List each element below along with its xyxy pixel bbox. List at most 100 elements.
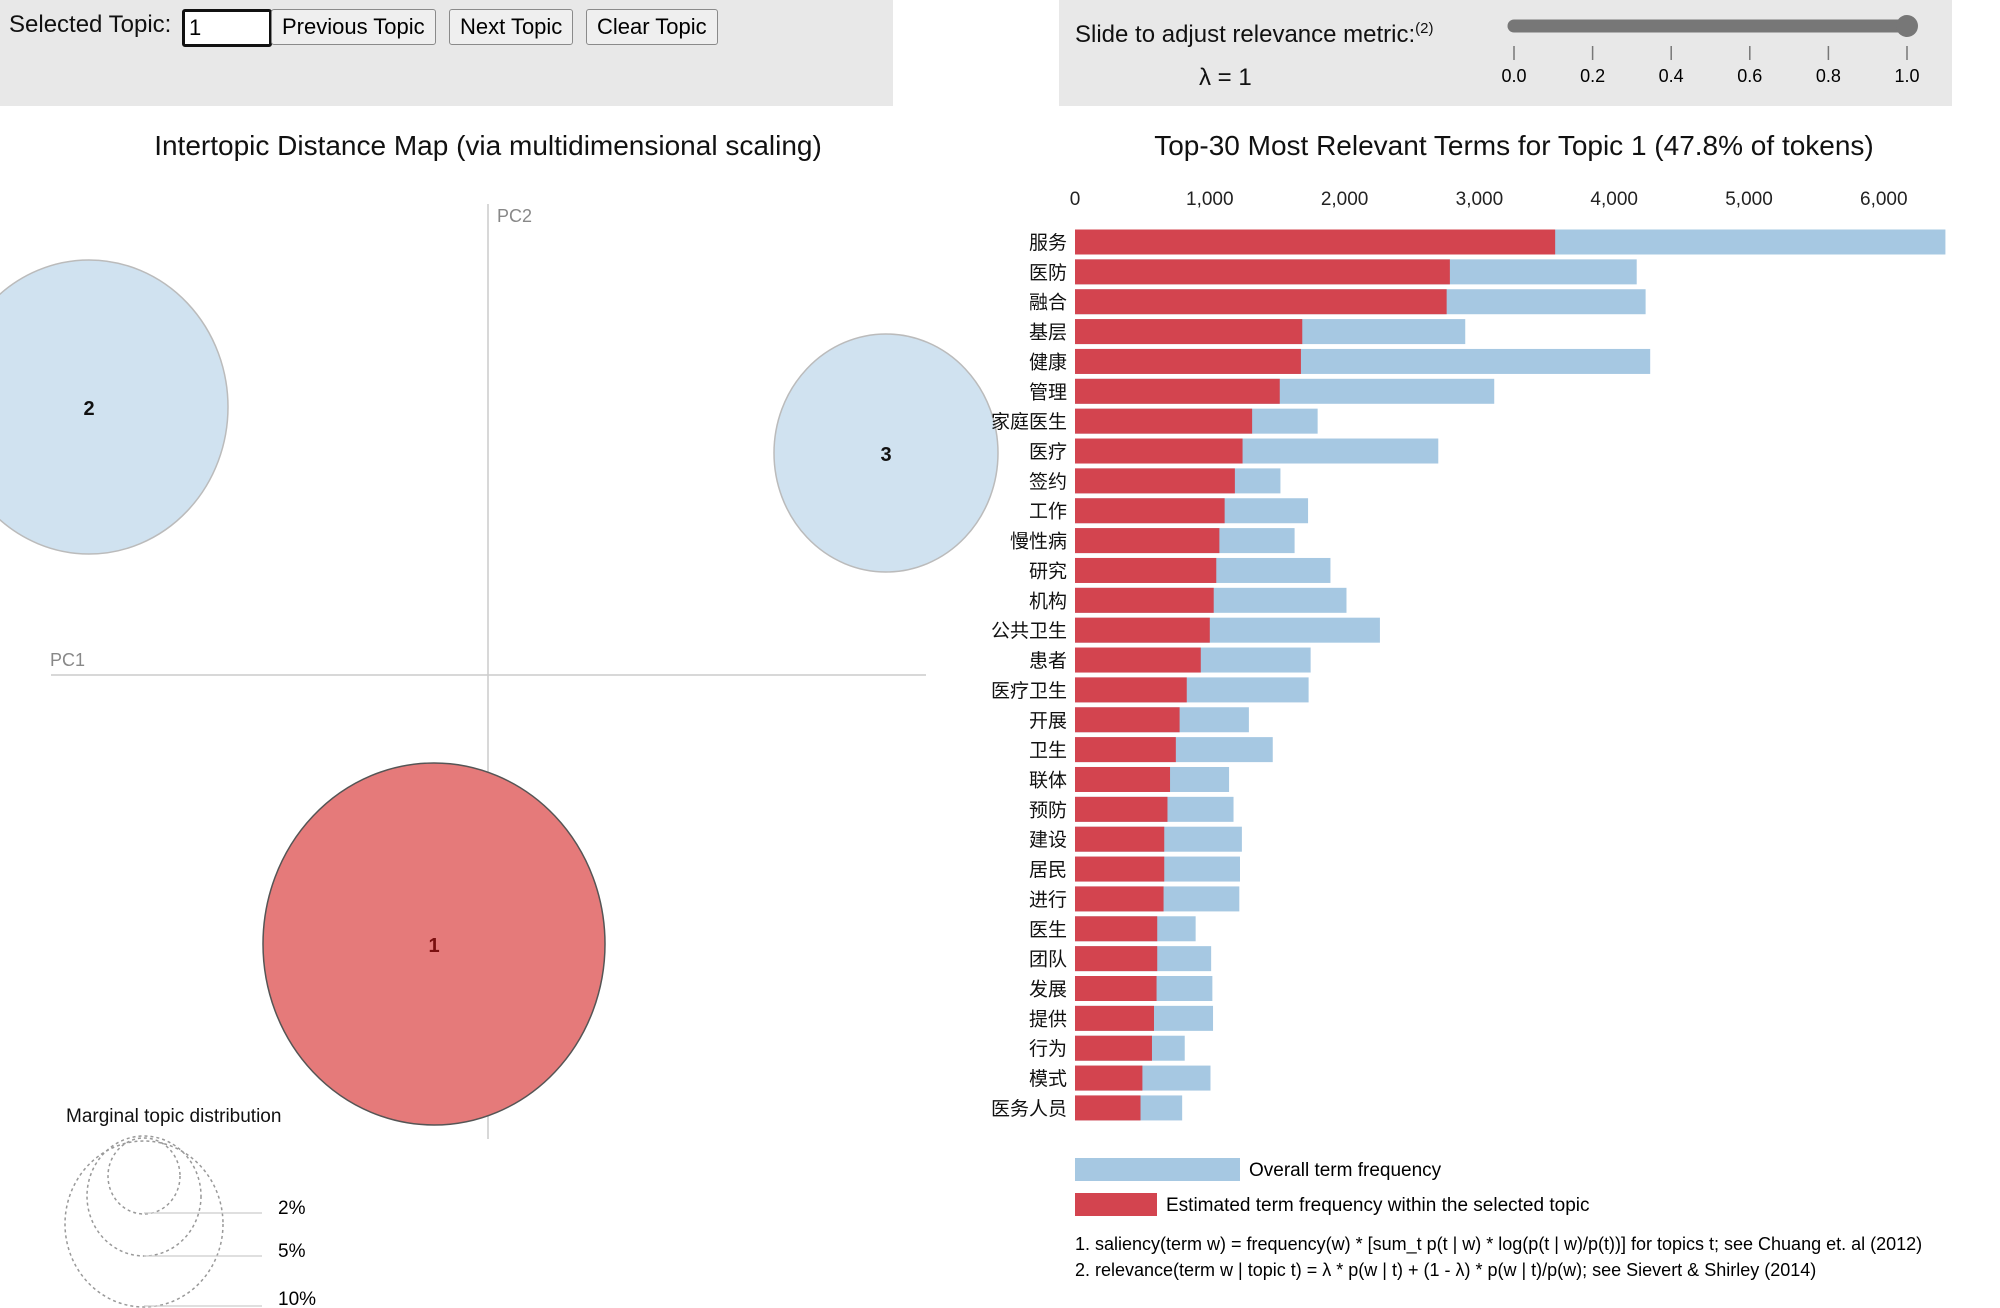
term-row[interactable]: 开展 bbox=[1029, 707, 1249, 733]
term-label[interactable]: 模式 bbox=[1029, 1068, 1067, 1090]
topic-frequency-bar[interactable] bbox=[1075, 348, 1301, 374]
term-label[interactable]: 联体 bbox=[1029, 769, 1067, 791]
next-topic-button[interactable]: Next Topic bbox=[449, 9, 574, 45]
topic-circle-2[interactable]: 2 bbox=[0, 259, 229, 555]
term-row[interactable]: 健康 bbox=[1029, 348, 1651, 374]
topic-bubble[interactable] bbox=[0, 259, 229, 555]
relevance-slider[interactable]: 0.0 0.2 0.4 0.6 0.8 1.0 bbox=[1059, 0, 1952, 106]
term-label[interactable]: 机构 bbox=[1029, 590, 1067, 612]
term-row[interactable]: 慢性病 bbox=[1010, 528, 1295, 554]
term-label[interactable]: 医疗卫生 bbox=[991, 680, 1067, 702]
term-label[interactable]: 患者 bbox=[1029, 650, 1067, 672]
selected-topic-input[interactable] bbox=[182, 9, 272, 47]
term-row[interactable]: 医疗卫生 bbox=[991, 677, 1309, 703]
term-row[interactable]: 医生 bbox=[1029, 916, 1196, 942]
topic-frequency-bar[interactable] bbox=[1075, 408, 1253, 434]
topic-frequency-bar[interactable] bbox=[1075, 886, 1164, 912]
term-row[interactable]: 提供 bbox=[1029, 1005, 1214, 1031]
topic-frequency-bar[interactable] bbox=[1075, 528, 1220, 554]
term-row[interactable]: 签约 bbox=[1029, 468, 1281, 494]
term-row[interactable]: 建设 bbox=[1029, 826, 1242, 852]
term-label[interactable]: 预防 bbox=[1029, 799, 1067, 821]
term-label[interactable]: 进行 bbox=[1029, 889, 1067, 911]
term-label[interactable]: 发展 bbox=[1029, 979, 1067, 1001]
term-row[interactable]: 行为 bbox=[1029, 1035, 1185, 1061]
topic-circle-3[interactable]: 3 bbox=[773, 333, 999, 573]
term-label[interactable]: 签约 bbox=[1029, 471, 1067, 493]
topic-frequency-bar[interactable] bbox=[1075, 1005, 1154, 1031]
term-row[interactable]: 管理 bbox=[1029, 378, 1495, 404]
topic-bubble[interactable] bbox=[773, 333, 999, 573]
term-row[interactable]: 服务 bbox=[1029, 229, 1946, 255]
term-label[interactable]: 开展 bbox=[1029, 711, 1067, 732]
topic-frequency-bar[interactable] bbox=[1075, 1035, 1152, 1061]
term-label[interactable]: 提供 bbox=[1029, 1008, 1067, 1030]
term-row[interactable]: 医疗 bbox=[1029, 438, 1439, 464]
topic-frequency-bar[interactable] bbox=[1075, 796, 1168, 822]
term-label[interactable]: 建设 bbox=[1029, 829, 1067, 851]
term-row[interactable]: 进行 bbox=[1029, 886, 1240, 912]
topic-frequency-bar[interactable] bbox=[1075, 289, 1447, 315]
term-label[interactable]: 融合 bbox=[1029, 292, 1067, 314]
term-label[interactable]: 行为 bbox=[1029, 1038, 1067, 1060]
term-row[interactable]: 卫生 bbox=[1029, 737, 1273, 763]
topic-frequency-bar[interactable] bbox=[1075, 378, 1280, 404]
topic-frequency-bar[interactable] bbox=[1075, 826, 1165, 852]
topic-frequency-bar[interactable] bbox=[1075, 587, 1214, 613]
term-row[interactable]: 研究 bbox=[1029, 557, 1331, 583]
topic-frequency-bar[interactable] bbox=[1075, 766, 1171, 792]
term-row[interactable]: 联体 bbox=[1029, 766, 1230, 792]
topic-frequency-bar[interactable] bbox=[1075, 976, 1157, 1001]
term-row[interactable]: 家庭医生 bbox=[991, 408, 1318, 434]
topic-frequency-bar[interactable] bbox=[1075, 737, 1176, 763]
term-label[interactable]: 团队 bbox=[1029, 949, 1067, 971]
slider-thumb[interactable] bbox=[1896, 15, 1918, 37]
term-row[interactable]: 工作 bbox=[1029, 498, 1309, 524]
topic-frequency-bar[interactable] bbox=[1075, 557, 1217, 583]
term-label[interactable]: 医疗 bbox=[1029, 441, 1067, 463]
term-row[interactable]: 融合 bbox=[1029, 289, 1646, 315]
term-row[interactable]: 预防 bbox=[1029, 796, 1234, 822]
term-label[interactable]: 医生 bbox=[1029, 919, 1067, 941]
topic-frequency-bar[interactable] bbox=[1075, 916, 1158, 942]
term-row[interactable]: 医务人员 bbox=[991, 1095, 1183, 1121]
term-label[interactable]: 研究 bbox=[1029, 560, 1067, 582]
topic-bubble-selected[interactable] bbox=[262, 762, 606, 1126]
topic-frequency-bar[interactable] bbox=[1075, 498, 1225, 524]
previous-topic-button[interactable]: Previous Topic bbox=[271, 9, 436, 45]
term-row[interactable]: 团队 bbox=[1029, 946, 1212, 972]
topic-frequency-bar[interactable] bbox=[1075, 856, 1165, 882]
term-row[interactable]: 居民 bbox=[1029, 856, 1240, 882]
topic-frequency-bar[interactable] bbox=[1075, 617, 1210, 643]
term-label[interactable]: 服务 bbox=[1029, 232, 1067, 254]
term-label[interactable]: 医务人员 bbox=[991, 1098, 1067, 1120]
term-label[interactable]: 工作 bbox=[1029, 501, 1067, 523]
topic-frequency-bar[interactable] bbox=[1075, 707, 1180, 733]
topic-frequency-bar[interactable] bbox=[1075, 647, 1201, 673]
term-row[interactable]: 患者 bbox=[1029, 647, 1311, 673]
term-label[interactable]: 健康 bbox=[1029, 351, 1067, 373]
topic-frequency-bar[interactable] bbox=[1075, 319, 1303, 345]
topic-frequency-bar[interactable] bbox=[1075, 946, 1158, 972]
topic-frequency-bar[interactable] bbox=[1075, 259, 1450, 285]
term-label[interactable]: 卫生 bbox=[1029, 740, 1067, 762]
term-row[interactable]: 模式 bbox=[1029, 1065, 1211, 1091]
term-label[interactable]: 基层 bbox=[1029, 322, 1067, 344]
term-label[interactable]: 家庭医生 bbox=[991, 411, 1067, 433]
topic-frequency-bar[interactable] bbox=[1075, 1065, 1143, 1091]
topic-frequency-bar[interactable] bbox=[1075, 468, 1235, 494]
term-label[interactable]: 管理 bbox=[1029, 381, 1067, 403]
term-row[interactable]: 机构 bbox=[1029, 587, 1347, 613]
term-label[interactable]: 医防 bbox=[1029, 262, 1067, 284]
topic-frequency-bar[interactable] bbox=[1075, 229, 1556, 255]
topic-frequency-bar[interactable] bbox=[1075, 1095, 1141, 1121]
term-row[interactable]: 公共卫生 bbox=[991, 617, 1380, 643]
topic-frequency-bar[interactable] bbox=[1075, 677, 1187, 703]
topic-circle-1[interactable]: 1 bbox=[262, 762, 606, 1126]
term-row[interactable]: 医防 bbox=[1029, 259, 1637, 285]
clear-topic-button[interactable]: Clear Topic bbox=[586, 9, 718, 45]
term-label[interactable]: 居民 bbox=[1029, 860, 1067, 881]
topic-frequency-bar[interactable] bbox=[1075, 438, 1243, 464]
term-row[interactable]: 基层 bbox=[1029, 319, 1466, 345]
term-label[interactable]: 慢性病 bbox=[1010, 531, 1067, 553]
